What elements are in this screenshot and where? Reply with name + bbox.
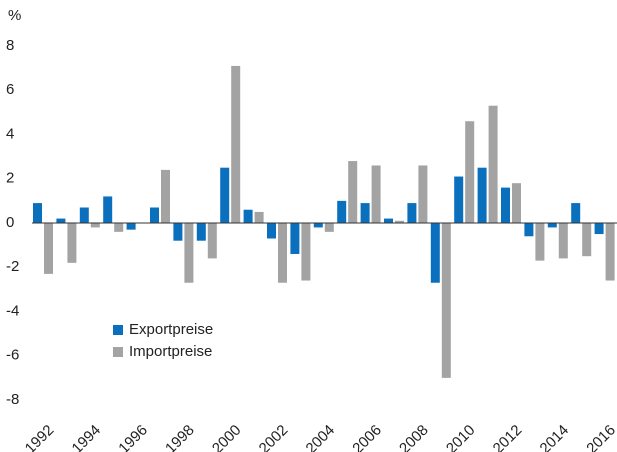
- bar: [290, 223, 300, 254]
- y-tick-label: -4: [6, 302, 19, 319]
- bar: [594, 223, 604, 235]
- bar: [371, 165, 381, 223]
- bar: [571, 203, 581, 223]
- y-tick-label: 0: [6, 214, 14, 231]
- bar: [44, 223, 53, 274]
- x-tick-label: 2004: [303, 422, 339, 452]
- x-tick-label: 2012: [490, 422, 526, 452]
- y-axis-label: %: [8, 7, 21, 24]
- bar: [384, 218, 393, 223]
- bar: [313, 223, 323, 228]
- x-tick-label: 1998: [162, 422, 198, 452]
- y-tick-label: -2: [6, 258, 19, 275]
- bar: [220, 167, 230, 223]
- bar: [33, 203, 42, 223]
- bar: [348, 161, 358, 223]
- legend-label: Exportpreise: [129, 321, 213, 338]
- x-tick-label: 2002: [256, 422, 292, 452]
- bar: [418, 165, 428, 223]
- bar: [488, 105, 498, 223]
- y-tick-label: 6: [6, 81, 14, 98]
- y-tick-label: -8: [6, 391, 19, 408]
- x-tick-label: 1992: [22, 422, 58, 452]
- bar: [278, 223, 287, 283]
- bar: [301, 223, 311, 281]
- bar: [501, 187, 510, 223]
- bar: [605, 223, 615, 281]
- bar: [254, 211, 264, 223]
- bar: [173, 223, 183, 241]
- bar: [407, 203, 417, 223]
- bar: [360, 203, 370, 223]
- bar: [454, 176, 464, 223]
- x-tick-label: 2000: [209, 422, 245, 452]
- bar: [56, 218, 66, 223]
- bar: [267, 223, 276, 239]
- bar: [161, 169, 170, 223]
- bar: [114, 223, 124, 232]
- legend-swatch: [113, 347, 123, 357]
- x-tick-label: 1994: [69, 422, 105, 452]
- bar: [337, 200, 347, 223]
- x-tick-label: 1996: [115, 422, 151, 452]
- bar: [465, 121, 475, 223]
- y-tick-label: -6: [6, 347, 19, 364]
- x-tick-label: 2006: [349, 422, 385, 452]
- bar: [196, 223, 206, 241]
- bar: [582, 223, 592, 257]
- x-tick-label: 2016: [583, 422, 617, 452]
- bar: [231, 65, 241, 223]
- bar: [103, 196, 113, 223]
- bar: [558, 223, 568, 259]
- y-tick-label: 4: [6, 125, 14, 142]
- bar: [395, 220, 404, 223]
- x-tick-label: 2014: [537, 422, 573, 452]
- bar: [79, 207, 89, 223]
- y-tick-label: 2: [6, 170, 14, 187]
- legend-swatch: [113, 325, 123, 335]
- bar: [524, 223, 534, 237]
- bar: [512, 183, 521, 223]
- x-tick-label: 2008: [396, 422, 432, 452]
- bar: [184, 223, 194, 283]
- bar: [207, 223, 217, 259]
- bar: [126, 223, 136, 230]
- bar: [441, 223, 451, 378]
- bar: [67, 223, 77, 263]
- bar: [243, 209, 253, 223]
- y-tick-label: 8: [6, 37, 14, 54]
- legend-label: Importpreise: [129, 343, 212, 360]
- bar: [150, 207, 159, 223]
- x-tick-label: 2010: [443, 422, 479, 452]
- bar: [324, 223, 334, 232]
- bar: [430, 223, 440, 283]
- bar: [477, 167, 487, 223]
- bar: [535, 223, 545, 261]
- bar: [547, 223, 557, 228]
- bar: [90, 223, 100, 228]
